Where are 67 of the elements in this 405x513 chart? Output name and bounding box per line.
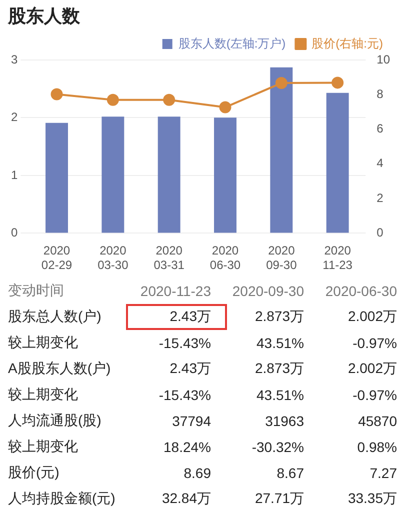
text: -0.97% xyxy=(352,335,397,351)
text: 2020-11-23 xyxy=(140,283,211,299)
y2-tick-label: 0 xyxy=(376,226,384,240)
text: A股股东人数(户) xyxy=(8,360,111,376)
y2-tick-label: 10 xyxy=(376,52,390,66)
point xyxy=(106,94,119,106)
text: 较上期变化 xyxy=(8,386,78,402)
text: 较上期变化 xyxy=(8,438,78,454)
text: -15.43% xyxy=(158,387,211,403)
y2-tick-label: 4 xyxy=(376,156,384,170)
bar xyxy=(270,67,293,233)
text: 股价(元) xyxy=(8,464,60,480)
y2-tick-label: 2 xyxy=(376,190,384,205)
text: 27.71万 xyxy=(254,490,304,506)
text: 2.873万 xyxy=(254,360,304,376)
chart-title: 股东人数 xyxy=(8,5,81,28)
x-tick-label: 2020 11-23 xyxy=(322,244,353,272)
point xyxy=(275,77,288,90)
legend-label: 股价(右轴:元) xyxy=(312,36,384,50)
text: 43.51% xyxy=(256,387,304,403)
text: 43.51% xyxy=(256,335,304,351)
text: 45870 xyxy=(358,413,397,429)
text: 7.27 xyxy=(370,465,397,481)
text: 2020-06-30 xyxy=(325,283,397,299)
text: 8.69 xyxy=(184,465,211,481)
text: 较上期变化 xyxy=(8,334,78,350)
text: -30.32% xyxy=(252,439,304,455)
text: 32.84万 xyxy=(162,490,211,506)
text: 2.002万 xyxy=(348,360,397,376)
y-tick-label: 0 xyxy=(10,226,18,240)
text: 人均流通股(股) xyxy=(8,412,102,428)
y-tick-label: 2 xyxy=(10,110,18,124)
text: 31963 xyxy=(265,413,304,429)
bar xyxy=(214,118,236,233)
bar xyxy=(46,122,68,233)
legend-label: 股东人数(左轴:万户) xyxy=(178,36,286,50)
y2-tick-label: 6 xyxy=(376,122,384,136)
text: -15.43% xyxy=(158,335,211,351)
text: 37794 xyxy=(172,413,211,429)
x-tick-label: 2020 02-29 xyxy=(41,244,72,272)
y-tick-label: 3 xyxy=(10,52,18,66)
point xyxy=(219,101,232,114)
point xyxy=(163,94,176,106)
text: 18.24% xyxy=(164,439,211,455)
point xyxy=(50,88,63,100)
text: 人均持股金额(元) xyxy=(8,490,116,506)
bar xyxy=(102,116,124,233)
point xyxy=(332,76,344,89)
bar xyxy=(326,92,349,233)
text: 2.873万 xyxy=(254,308,304,324)
y2-tick-label: 8 xyxy=(376,86,384,101)
bar xyxy=(158,116,180,233)
text: 33.35万 xyxy=(348,490,397,506)
text: -0.97% xyxy=(352,387,397,403)
text: 2.43万 xyxy=(170,360,211,376)
y-tick-label: 1 xyxy=(10,168,18,182)
x-tick-label: 2020 03-30 xyxy=(98,244,129,272)
x-tick-label: 2020 06-30 xyxy=(210,244,241,272)
text: 变动时间 xyxy=(8,282,64,298)
text: 2.43万 xyxy=(170,308,211,324)
text: 8.67 xyxy=(276,465,304,481)
text: 0.98% xyxy=(357,439,397,455)
x-tick-label: 2020 09-30 xyxy=(266,244,298,272)
text: 2020-09-30 xyxy=(232,283,304,299)
text: 2.002万 xyxy=(348,308,397,324)
x-tick-label: 2020 03-31 xyxy=(154,244,185,272)
text: 股东总人数(户) xyxy=(8,308,102,324)
